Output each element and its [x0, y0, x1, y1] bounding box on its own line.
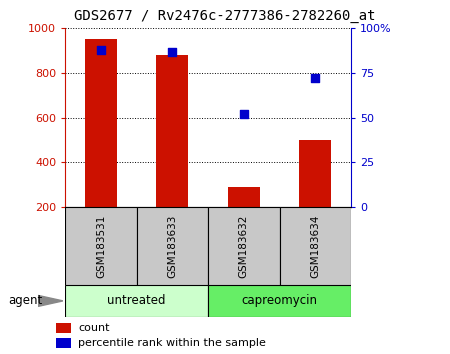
Text: GSM183633: GSM183633 — [167, 214, 177, 278]
Text: untreated: untreated — [108, 295, 166, 307]
Text: count: count — [78, 323, 109, 333]
Text: GSM183634: GSM183634 — [310, 214, 320, 278]
Text: capreomycin: capreomycin — [242, 295, 318, 307]
Point — [312, 75, 319, 81]
Text: GSM183531: GSM183531 — [96, 214, 106, 278]
Bar — [65, 285, 208, 317]
Text: GDS2677 / Rv2476c-2777386-2782260_at: GDS2677 / Rv2476c-2777386-2782260_at — [74, 9, 376, 23]
Point — [240, 111, 248, 117]
Bar — [156, 55, 189, 207]
Polygon shape — [38, 296, 63, 306]
Bar — [56, 338, 72, 348]
Bar — [85, 40, 117, 207]
Point — [97, 47, 104, 53]
Text: percentile rank within the sample: percentile rank within the sample — [78, 338, 266, 348]
Bar — [299, 140, 331, 207]
Bar — [56, 323, 72, 333]
Point — [169, 49, 176, 55]
Text: agent: agent — [8, 295, 42, 307]
Bar — [208, 285, 351, 317]
Bar — [65, 207, 137, 285]
Bar — [279, 207, 351, 285]
Bar — [228, 187, 260, 207]
Text: GSM183632: GSM183632 — [239, 214, 249, 278]
Bar — [137, 207, 208, 285]
Bar — [208, 207, 279, 285]
